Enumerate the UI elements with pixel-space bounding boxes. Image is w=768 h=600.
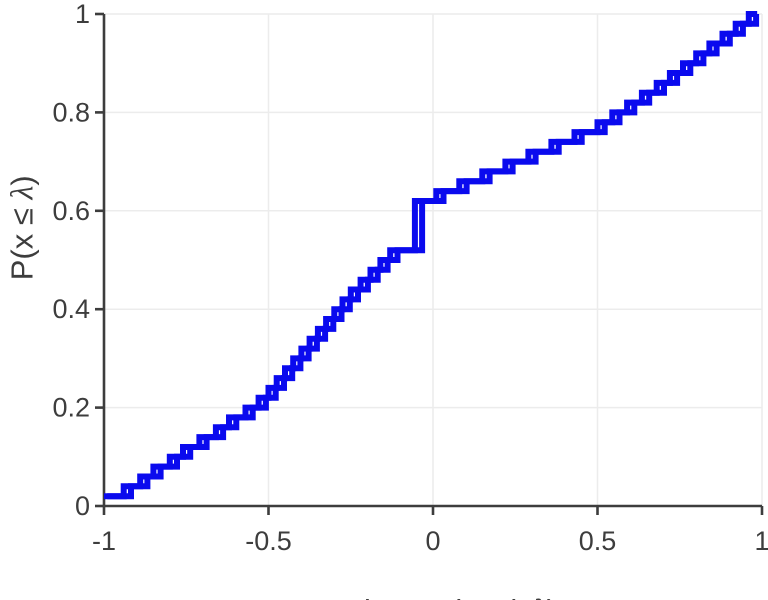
y-axis-label-close: ) bbox=[4, 175, 40, 186]
lambda-symbol: λ bbox=[533, 592, 547, 600]
x-tick-label: -1 bbox=[92, 526, 116, 556]
y-axis-label: P(x ≤ λ) bbox=[0, 175, 77, 314]
y-tick-label: 0 bbox=[75, 491, 90, 521]
y-tick-label: 0.4 bbox=[52, 294, 90, 324]
y-tick-label: 0.6 bbox=[52, 196, 90, 226]
x-tick-label: -0.5 bbox=[245, 526, 292, 556]
x-tick-label: 0.5 bbox=[579, 526, 617, 556]
y-tick-label: 0.8 bbox=[52, 97, 90, 127]
y-tick-label: 0.2 bbox=[52, 393, 90, 423]
x-tick-label: 1 bbox=[754, 526, 768, 556]
lambda-symbol: λ bbox=[3, 185, 40, 200]
x-axis-label: Eigenvalue ( λ) bbox=[309, 556, 557, 600]
ecdf-stairs-line-1 bbox=[104, 11, 758, 500]
x-axis-label-text: Eigenvalue ( bbox=[343, 593, 533, 600]
ecdf-stairs-line-2 bbox=[107, 11, 760, 500]
x-tick-label: 0 bbox=[425, 526, 440, 556]
y-axis-label-text: P(x ≤ bbox=[4, 199, 40, 281]
x-axis-label-close: ) bbox=[547, 593, 557, 600]
y-tick-label: 1 bbox=[75, 0, 90, 29]
